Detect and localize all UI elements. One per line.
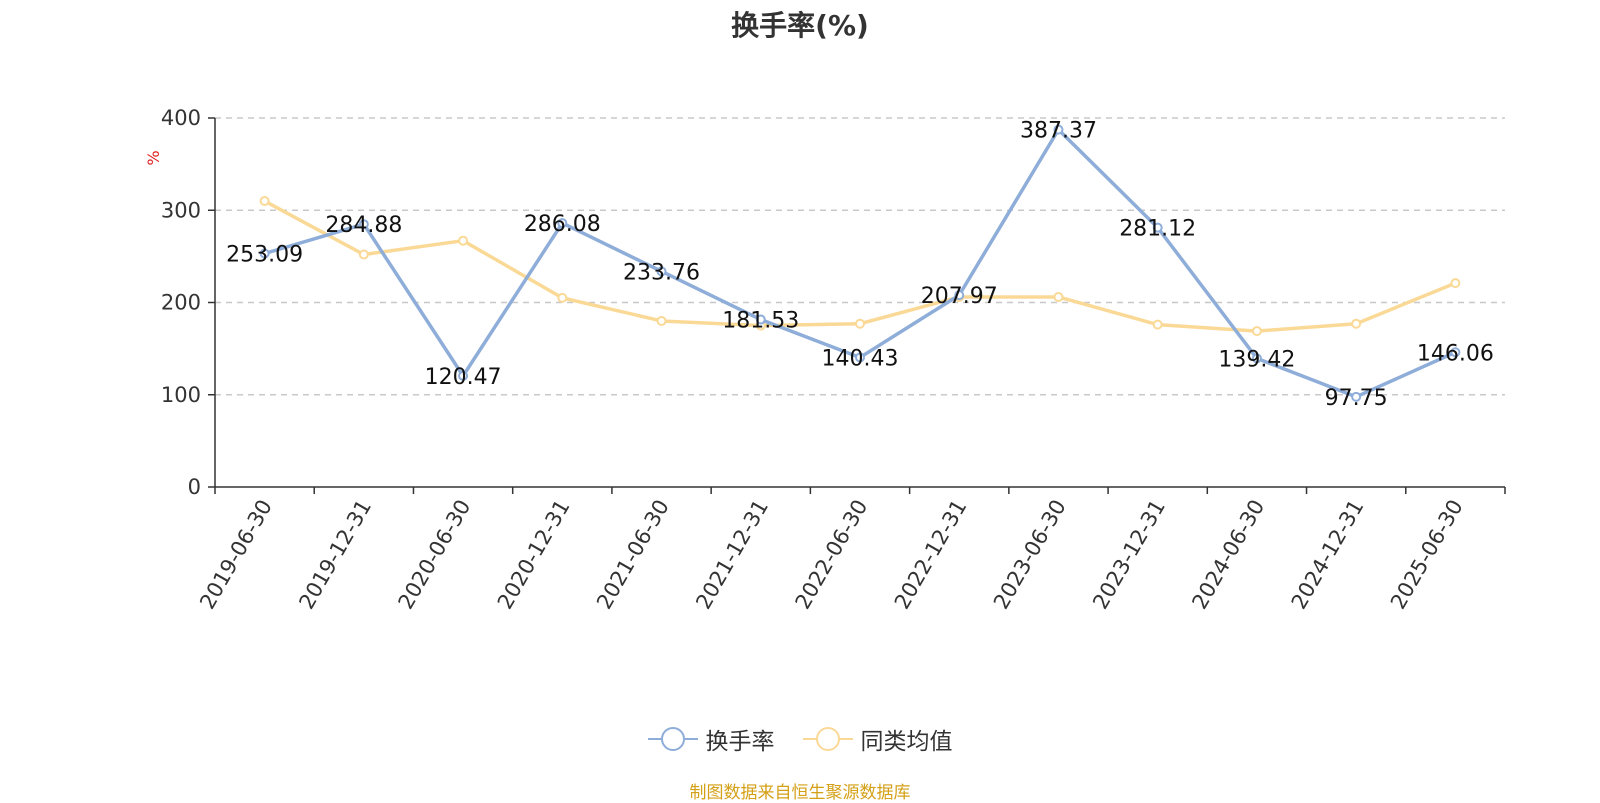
data-labels: 253.09 284.88 120.47 286.08 233.76 181.53 140.… [226,119,1494,411]
legend-item-peer-average[interactable]: 同类均值 [802,722,953,756]
x-tick-label: 2021-12-31 [691,496,773,614]
x-tick-label: 2022-12-31 [890,495,972,613]
x-tick-label: 2019-06-30 [195,496,277,614]
data-label: 97.75 [1325,386,1388,411]
data-label: 207.97 [921,284,998,309]
data-point [1251,353,1262,364]
data-label: 146.06 [1417,341,1494,366]
legend-item-turnover[interactable]: 换手率 [647,722,775,756]
data-point [954,290,965,301]
grid-lines [215,117,1505,396]
data-label: 120.47 [425,365,502,390]
legend: 换手率 同类均值 [0,722,1600,756]
x-tick-label: 2023-12-31 [1088,496,1170,614]
data-point [1351,318,1362,329]
data-label: 181.53 [722,309,799,334]
data-point [1053,291,1064,302]
data-point [259,196,270,207]
source-note: 制图数据来自恒生聚源数据库 [689,783,911,803]
legend-marker-peer-average-icon [802,727,853,751]
y-axis-unit-label: % [144,150,163,165]
series-lines [259,124,1461,402]
x-tick-label: 2024-06-30 [1187,496,1269,614]
y-tick-label: 0 [188,475,201,499]
data-point [656,315,667,326]
data-point [1450,347,1461,358]
data-point [1152,222,1163,233]
legend-marker-turnover-icon [647,727,698,751]
data-label: 387.37 [1020,119,1097,144]
x-tick-label: 2022-06-30 [791,496,873,614]
series-line [263,199,1457,333]
data-point [557,292,568,303]
x-tick-label: 2024-12-31 [1287,496,1369,614]
legend-label-peer-average: 同类均值 [860,729,953,755]
data-label: 139.42 [1218,347,1295,372]
data-point [557,218,568,229]
data-point [358,249,369,260]
y-tick-label: 300 [161,198,201,222]
x-tick-label: 2020-12-31 [493,496,575,614]
data-point [458,370,469,381]
data-point [1351,391,1362,402]
data-point [1053,124,1064,135]
data-point [1152,319,1163,330]
x-tick-label: 2019-12-31 [294,496,376,614]
data-label: 233.76 [623,260,700,285]
legend-label-turnover: 换手率 [705,729,775,755]
chart-title: 换手率(%) [731,9,869,42]
data-point [358,219,369,230]
data-label: 284.88 [325,213,402,238]
data-point [755,314,766,325]
data-point [259,248,270,259]
data-label: 253.09 [226,243,303,268]
data-point [1450,278,1461,289]
data-point [656,266,667,277]
y-tick-label: 400 [161,106,201,130]
data-point [1251,326,1262,337]
data-label: 286.08 [524,212,601,237]
x-tick-label: 2020-06-30 [394,495,476,613]
x-tick-label: 2021-06-30 [592,496,674,614]
y-tick-label: 200 [161,291,201,315]
data-label: 281.12 [1119,217,1196,242]
data-point [458,235,469,246]
data-point [855,352,865,363]
data-point [855,318,865,329]
data-label: 140.43 [822,346,899,371]
x-tick-label: 2023-06-30 [989,496,1071,614]
y-tick-label: 100 [161,383,201,407]
x-tick-label: 2025-06-30 [1386,496,1468,614]
